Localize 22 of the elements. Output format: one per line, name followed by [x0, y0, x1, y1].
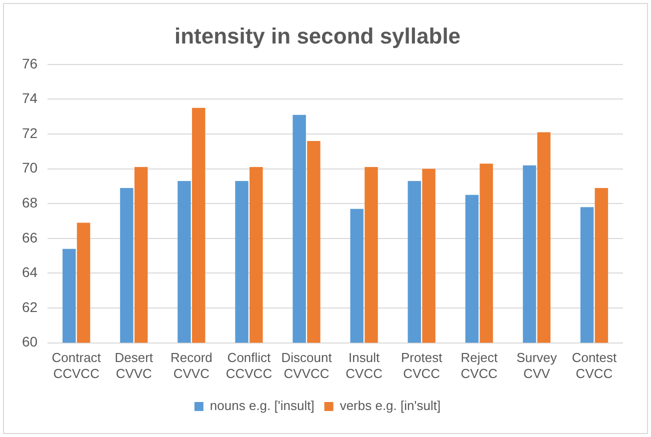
y-tick-label: 62 — [22, 298, 38, 315]
y-tick-label: 74 — [22, 90, 38, 106]
legend-label: nouns e.g. ['insult] — [210, 398, 314, 414]
x-tick-label: Protest CVCC — [401, 350, 443, 381]
y-tick-label: 66 — [22, 229, 38, 246]
x-tick-label: Discount CVVCC — [281, 350, 332, 381]
x-tick-label: Survey CVV — [516, 350, 558, 381]
y-tick-label: 70 — [22, 160, 38, 176]
x-tick-label: Record CVVC — [170, 350, 212, 381]
x-tick-label: Insult CVCC — [346, 350, 382, 381]
y-tick-label: 64 — [22, 264, 38, 280]
y-tick-label: 76 — [22, 55, 38, 72]
x-tick-label: Contract CCVCC — [52, 350, 102, 381]
chart-title: intensity in second syllable — [174, 23, 461, 48]
y-tick-label: 72 — [22, 124, 38, 141]
x-tick-label: Conflict CCVCC — [226, 350, 272, 381]
x-tick-label: Desert CVVC — [114, 350, 154, 381]
x-tick-label: Reject CVCC — [460, 350, 498, 381]
y-tick-label: 68 — [22, 194, 38, 210]
x-tick-label: Contest CVCC — [572, 350, 618, 381]
y-tick-label: 60 — [22, 334, 38, 350]
legend-label: verbs e.g. [in'sult] — [340, 398, 441, 414]
